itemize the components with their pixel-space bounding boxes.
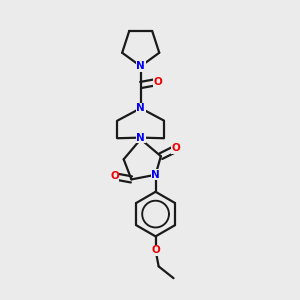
Text: O: O <box>172 143 181 154</box>
Text: O: O <box>110 171 119 181</box>
Text: O: O <box>153 77 162 87</box>
Text: N: N <box>136 133 145 142</box>
Text: N: N <box>151 170 160 180</box>
Text: N: N <box>136 61 145 71</box>
Text: N: N <box>136 103 145 113</box>
Text: O: O <box>151 245 160 255</box>
